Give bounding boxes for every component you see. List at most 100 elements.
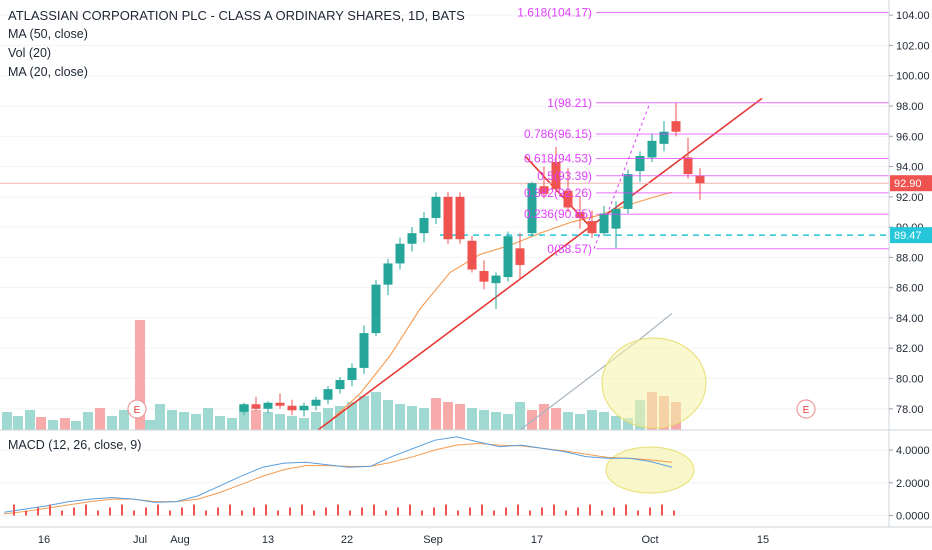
volume-bar	[575, 414, 585, 430]
volume-bar	[371, 392, 381, 430]
macd-histogram-bar	[337, 504, 339, 516]
macd-histogram-bar	[589, 504, 591, 516]
macd-histogram-bar	[37, 507, 39, 516]
volume-bar	[539, 404, 549, 430]
time-tick-label: Oct	[641, 534, 658, 546]
candle-body	[539, 186, 549, 194]
volume-bar	[215, 416, 225, 430]
time-tick-label: 16	[38, 534, 50, 546]
time-tick-label: 13	[262, 534, 274, 546]
macd-histogram-bar	[397, 507, 399, 516]
macd-histogram-bar	[553, 504, 555, 516]
macd-histogram-bar	[97, 510, 99, 516]
candle-body	[515, 248, 525, 265]
volume-bar	[443, 402, 453, 430]
candle-body	[299, 405, 309, 411]
candle-body	[599, 213, 609, 234]
macd-signal-line	[3, 442, 673, 515]
macd-histogram-bar	[229, 504, 231, 516]
volume-bar	[479, 410, 489, 430]
fib-level-label: 0.618(94.53)	[524, 152, 592, 166]
candle-body	[575, 211, 585, 219]
volume-bar	[395, 404, 405, 430]
volume-bar	[263, 412, 273, 430]
candle-body	[659, 131, 669, 144]
volume-bar	[335, 406, 345, 430]
macd-histogram-bar	[469, 507, 471, 516]
candle-body	[527, 183, 537, 234]
macd-pane	[0, 436, 889, 517]
macd-histogram-bar	[625, 504, 627, 516]
volume-bar	[275, 414, 285, 430]
volume-bar	[527, 410, 537, 430]
macd-tick-label: 4.0000	[896, 445, 930, 457]
volume-bar	[239, 405, 249, 430]
volume-bar	[467, 408, 477, 430]
volume-bar	[155, 404, 165, 430]
candle-body	[563, 190, 573, 208]
indicator-ma50[interactable]: MA (50, close)	[8, 27, 88, 41]
macd-histogram-bar	[673, 510, 675, 516]
price-tick-label: 94.00	[896, 162, 924, 174]
candle-body	[275, 402, 285, 406]
macd-histogram-bar	[217, 507, 219, 516]
volume-bar	[2, 412, 12, 430]
macd-histogram-bar	[661, 504, 663, 516]
fib-level-label: 0.236(90.85)	[524, 207, 592, 221]
fib-level-label: 1(98.21)	[547, 96, 592, 110]
price-tag-label: 89.47	[894, 230, 922, 242]
candle-body	[611, 208, 621, 229]
candle-body	[311, 399, 321, 406]
volume-bar	[145, 420, 155, 430]
macd-histogram-bar	[493, 510, 495, 516]
macd-histogram-bar	[205, 510, 207, 516]
candle-body	[335, 380, 345, 390]
volume-bar	[71, 421, 81, 430]
time-tick-label: Sep	[423, 534, 443, 546]
macd-histogram-bar	[133, 510, 135, 516]
volume-bar	[431, 398, 441, 430]
candle-body	[683, 157, 693, 175]
earnings-marker	[796, 399, 816, 419]
volume-highlight-ellipse	[601, 337, 707, 429]
macd-histogram-bar	[49, 504, 51, 516]
price-tick-label: 98.00	[896, 101, 924, 113]
ma50-line	[519, 312, 673, 431]
volume-bar	[503, 414, 513, 430]
macd-histogram-bar	[529, 510, 531, 516]
volume-bar	[599, 412, 609, 430]
candle-body	[587, 221, 597, 234]
volume-bar	[48, 420, 58, 430]
grid-lines	[0, 14, 889, 410]
volume-bar	[135, 320, 145, 430]
volume-bar	[407, 406, 417, 430]
macd-title[interactable]: MACD (12, 26, close, 9)	[8, 438, 142, 452]
volume-bar	[95, 408, 105, 430]
volume-bar	[107, 416, 117, 430]
time-tick-label: Aug	[170, 534, 190, 546]
macd-histogram-bar	[445, 504, 447, 516]
macd-histogram-bar	[517, 504, 519, 516]
macd-histogram-bar	[301, 504, 303, 516]
indicator-volume[interactable]: Vol (20)	[8, 46, 52, 60]
macd-histogram-bar	[505, 507, 507, 516]
candle-body	[383, 263, 393, 285]
candle-body	[239, 404, 249, 412]
price-tick-label: 102.00	[896, 40, 930, 52]
indicator-ma20[interactable]: MA (20, close)	[8, 65, 88, 79]
volume-bar	[563, 412, 573, 430]
candle-body	[647, 140, 657, 158]
price-tag-label: 92.90	[894, 178, 922, 190]
volume-bar	[551, 408, 561, 430]
fib-level-label: 0(88.57)	[547, 242, 592, 256]
candle-body	[635, 155, 645, 172]
macd-histogram-bar	[277, 510, 279, 516]
volume-bar	[287, 416, 297, 430]
macd-histogram-bar	[61, 510, 63, 516]
macd-histogram-bar	[241, 510, 243, 516]
macd-tick-label: 2.0000	[896, 478, 930, 490]
price-tag-bg	[890, 175, 932, 192]
macd-histogram-bar	[193, 504, 195, 516]
macd-histogram-bar	[265, 504, 267, 516]
